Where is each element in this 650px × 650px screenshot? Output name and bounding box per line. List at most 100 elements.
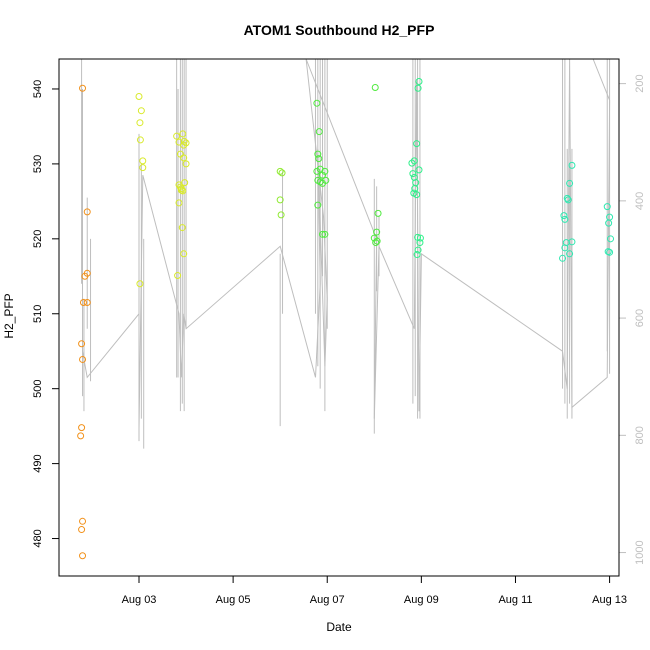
data-point (314, 201, 322, 209)
data-point (374, 209, 382, 217)
y2-tick-label: 600 (634, 309, 646, 327)
data-point (136, 119, 144, 127)
data-point (321, 230, 329, 238)
data-point (319, 230, 327, 238)
data-point (136, 280, 144, 288)
x-tick-label: Aug 11 (498, 594, 532, 606)
data-point (182, 160, 190, 168)
data-point (79, 517, 87, 525)
data-point (179, 130, 187, 138)
data-point (139, 157, 147, 165)
data-point (83, 208, 91, 216)
data-point (416, 234, 424, 242)
data-point (79, 299, 87, 307)
data-point (315, 128, 323, 136)
data-point (561, 244, 569, 252)
data-point (561, 215, 569, 223)
data-point (413, 251, 421, 259)
data-point (276, 196, 284, 204)
data-point (78, 340, 86, 348)
data-point (135, 92, 143, 100)
data-point (276, 167, 284, 175)
y-tick-label: 530 (32, 155, 44, 173)
data-point (415, 77, 423, 85)
data-point (180, 137, 188, 145)
data-point (174, 272, 182, 280)
y-tick-label: 500 (32, 380, 44, 398)
data-point (566, 179, 574, 187)
y-tick-label: 510 (32, 305, 44, 323)
data-point (278, 169, 286, 177)
y-tick-label: 490 (32, 454, 44, 472)
data-point (81, 272, 89, 280)
data-point (177, 186, 185, 194)
data-point (373, 237, 381, 245)
data-point (182, 139, 190, 147)
data-point (173, 132, 181, 140)
data-point (372, 239, 380, 247)
data-point (603, 203, 611, 211)
data-point (83, 299, 91, 307)
data-point (78, 526, 86, 534)
data-point (373, 228, 381, 236)
data-point (371, 83, 379, 91)
y2-tick-label: 1000 (634, 540, 646, 564)
x-tick-label: Aug 03 (122, 594, 157, 606)
data-point (605, 219, 613, 227)
x-axis-label: Date (326, 620, 352, 634)
data-point (415, 166, 423, 174)
data-point (414, 246, 422, 254)
data-point (568, 238, 576, 246)
data-point (79, 84, 87, 92)
y-axis-label: H2_PFP (2, 293, 16, 338)
plot-frame (58, 58, 620, 577)
y2-tick-label: 800 (634, 426, 646, 444)
data-point (176, 183, 184, 191)
data-point (564, 196, 572, 204)
data-point (79, 355, 87, 363)
data-point (314, 150, 322, 158)
data-point (139, 164, 147, 172)
data-point (313, 99, 321, 107)
data-point (414, 84, 422, 92)
data-point (322, 176, 330, 184)
x-tick-label: Aug 07 (310, 594, 345, 606)
data-point (180, 154, 188, 162)
data-point (606, 248, 614, 256)
data-point (181, 179, 189, 187)
y-tick-label: 480 (32, 529, 44, 547)
data-point (413, 140, 421, 148)
data-points (77, 77, 615, 560)
data-point (408, 159, 416, 167)
y2-tick-label: 400 (634, 192, 646, 210)
chart-title: ATOM1 Southbound H2_PFP (244, 22, 435, 38)
x-tick-label: Aug 05 (216, 594, 251, 606)
x-tick-label: Aug 13 (592, 594, 627, 606)
data-point (78, 424, 86, 432)
data-point (416, 239, 424, 247)
data-point (607, 235, 615, 243)
data-point (566, 250, 574, 258)
data-point (411, 185, 419, 193)
data-point (137, 107, 145, 115)
data-point (315, 155, 323, 163)
data-point (79, 552, 87, 560)
data-point (559, 254, 567, 262)
data-point (560, 212, 568, 220)
y-tick-label: 540 (32, 80, 44, 98)
data-point (175, 199, 183, 207)
data-point (178, 224, 186, 232)
data-point (410, 157, 418, 165)
data-point (563, 194, 571, 202)
x-tick-label: Aug 09 (404, 594, 439, 606)
data-point (319, 171, 327, 179)
data-point (568, 161, 576, 169)
data-point (321, 167, 329, 175)
data-point (180, 141, 188, 149)
data-point (136, 136, 144, 144)
data-point (409, 170, 417, 178)
data-point (413, 191, 421, 199)
data-point (180, 250, 188, 258)
y-tick-label: 520 (32, 230, 44, 248)
